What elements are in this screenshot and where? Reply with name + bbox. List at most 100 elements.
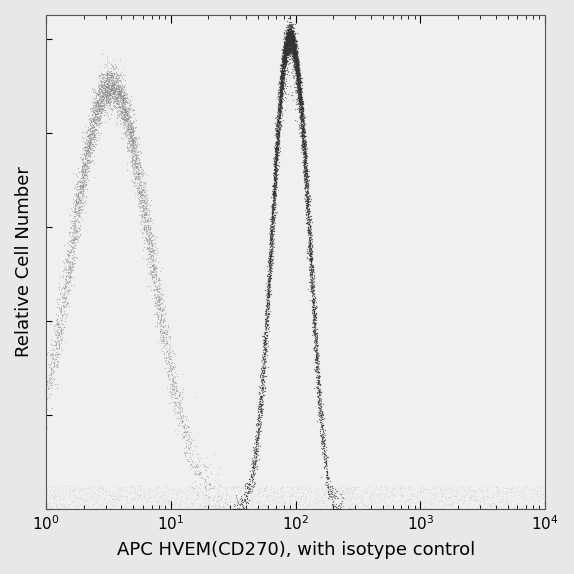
Point — [113, 94, 122, 103]
Point — [323, 483, 332, 492]
Point — [491, 491, 501, 500]
Point — [384, 492, 393, 501]
Point — [108, 86, 117, 95]
Point — [263, 283, 273, 292]
Point — [286, 39, 295, 48]
Point — [98, 88, 107, 97]
Point — [134, 481, 143, 490]
Point — [157, 490, 166, 499]
Point — [278, 51, 287, 60]
Point — [135, 177, 145, 186]
Point — [84, 156, 93, 165]
Point — [321, 459, 331, 468]
Point — [317, 432, 326, 441]
Point — [282, 39, 292, 48]
Point — [126, 145, 135, 154]
Point — [282, 40, 292, 49]
Point — [189, 495, 199, 505]
Point — [283, 34, 292, 43]
Point — [245, 478, 254, 487]
Point — [281, 42, 290, 51]
Point — [160, 338, 169, 347]
Point — [112, 493, 121, 502]
Point — [280, 29, 289, 38]
Point — [310, 502, 319, 511]
Point — [59, 258, 68, 267]
Point — [107, 72, 116, 82]
Point — [290, 61, 300, 71]
Point — [280, 41, 289, 51]
Point — [144, 232, 153, 241]
Point — [280, 32, 289, 41]
Point — [142, 216, 151, 225]
Point — [490, 490, 499, 499]
Point — [113, 84, 122, 94]
Point — [79, 189, 88, 198]
Point — [375, 505, 385, 514]
Point — [271, 170, 280, 179]
Point — [290, 60, 299, 69]
Point — [72, 500, 81, 509]
Point — [228, 503, 238, 512]
Point — [128, 130, 137, 139]
Point — [381, 492, 390, 501]
Point — [49, 487, 58, 496]
Point — [95, 75, 104, 84]
Point — [273, 118, 282, 127]
Point — [272, 137, 281, 146]
Point — [292, 67, 301, 76]
Point — [278, 72, 287, 81]
Point — [305, 227, 314, 236]
Point — [269, 161, 278, 170]
Point — [115, 494, 125, 503]
Point — [295, 94, 304, 103]
Point — [173, 499, 183, 509]
Point — [280, 61, 289, 70]
Point — [40, 395, 49, 404]
Point — [273, 126, 282, 135]
Point — [309, 297, 318, 307]
Point — [115, 88, 124, 97]
Point — [77, 155, 86, 164]
Point — [117, 103, 126, 112]
Point — [257, 400, 266, 409]
Point — [280, 61, 289, 71]
Point — [68, 258, 77, 267]
Point — [284, 40, 293, 49]
Point — [367, 482, 376, 491]
Point — [182, 436, 191, 445]
Point — [289, 45, 298, 55]
Point — [172, 488, 181, 498]
Point — [118, 92, 127, 101]
Point — [276, 97, 285, 106]
Point — [293, 70, 302, 79]
Point — [119, 97, 128, 106]
Point — [167, 357, 176, 366]
Point — [88, 103, 97, 112]
Point — [287, 26, 296, 36]
Point — [154, 280, 163, 289]
Point — [274, 130, 284, 139]
Point — [327, 498, 336, 507]
Point — [265, 288, 274, 297]
Point — [297, 117, 306, 126]
Point — [107, 61, 116, 70]
Point — [69, 219, 79, 228]
Point — [435, 484, 444, 493]
Point — [95, 109, 104, 118]
Point — [529, 492, 538, 502]
Point — [95, 102, 104, 111]
Point — [292, 56, 301, 65]
Point — [146, 238, 155, 247]
Point — [86, 127, 95, 136]
Point — [262, 333, 271, 343]
Point — [169, 379, 178, 389]
Point — [267, 258, 277, 267]
Point — [99, 87, 108, 96]
Point — [213, 497, 222, 506]
Point — [274, 130, 283, 139]
Point — [203, 472, 212, 482]
Point — [273, 144, 282, 153]
Point — [76, 188, 85, 197]
Point — [540, 499, 549, 508]
